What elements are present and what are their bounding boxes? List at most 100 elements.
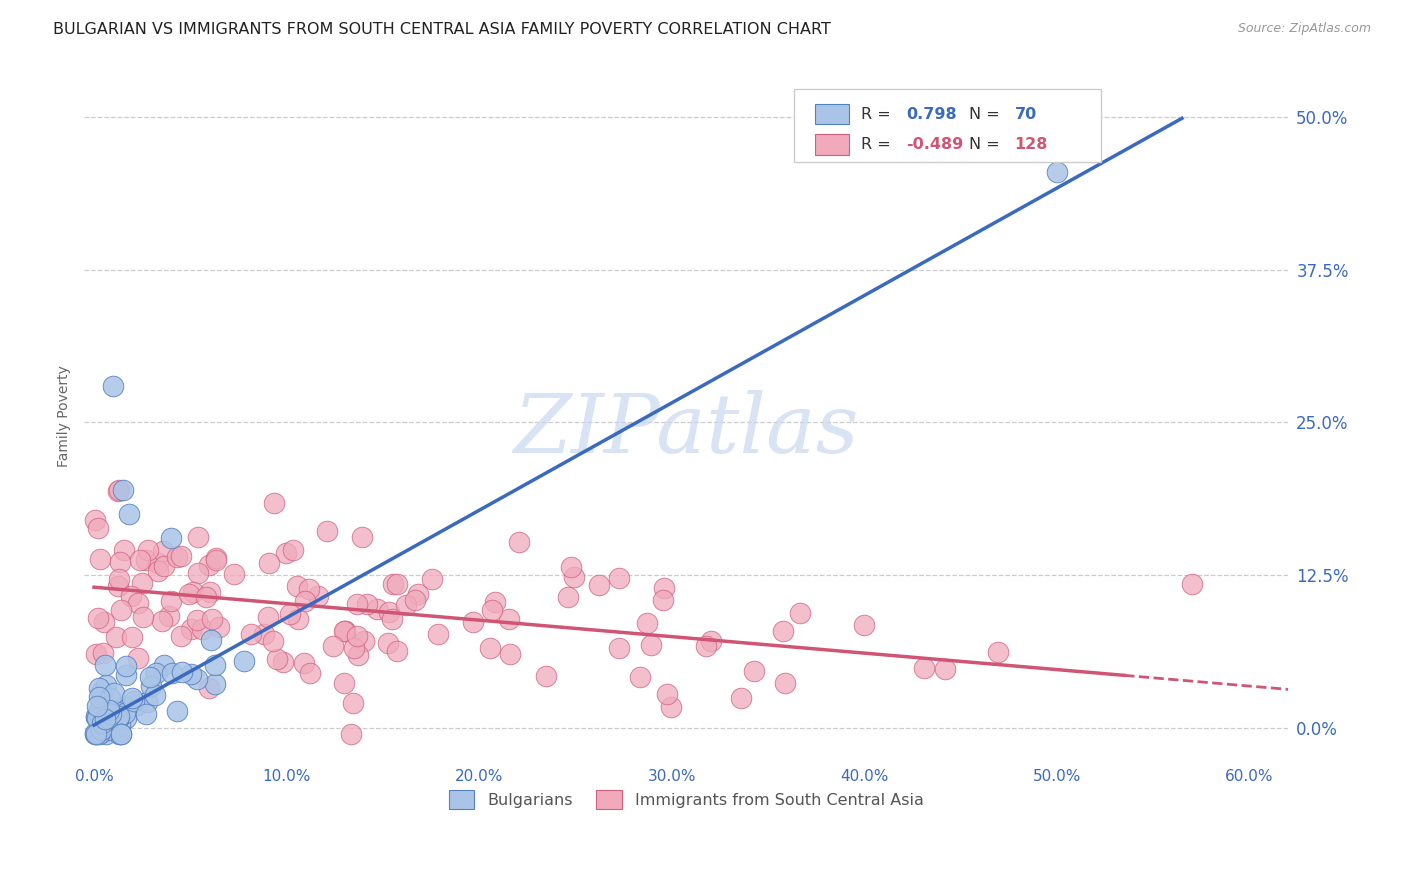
Point bbox=[352, 530, 374, 544]
Point bbox=[194, 591, 217, 605]
Point bbox=[157, 608, 180, 623]
Point bbox=[105, 630, 128, 644]
Point bbox=[426, 627, 449, 641]
Point bbox=[257, 556, 280, 570]
Point bbox=[934, 662, 956, 676]
Point bbox=[100, 707, 122, 722]
Point bbox=[307, 590, 329, 604]
Point bbox=[110, 603, 132, 617]
Point bbox=[94, 726, 117, 740]
Point bbox=[135, 553, 157, 567]
Point bbox=[655, 687, 678, 701]
Point bbox=[652, 593, 675, 607]
Text: ZIPatlas: ZIPatlas bbox=[513, 391, 859, 470]
Point bbox=[607, 640, 630, 655]
Point bbox=[172, 665, 194, 679]
Point bbox=[110, 726, 132, 740]
Point bbox=[166, 704, 188, 718]
Point bbox=[204, 658, 226, 673]
Point bbox=[197, 558, 219, 573]
Point bbox=[114, 659, 136, 673]
Point bbox=[114, 706, 136, 720]
Point bbox=[186, 613, 208, 627]
Point bbox=[98, 703, 121, 717]
Point bbox=[271, 655, 294, 669]
Point bbox=[772, 624, 794, 639]
Point bbox=[121, 630, 143, 644]
Point bbox=[699, 634, 721, 648]
Point bbox=[170, 629, 193, 643]
Point bbox=[404, 593, 426, 607]
Point bbox=[346, 629, 368, 643]
Point bbox=[562, 570, 585, 584]
Point bbox=[153, 558, 176, 573]
Point bbox=[86, 699, 108, 714]
Point bbox=[86, 705, 108, 719]
Point bbox=[912, 661, 935, 675]
Point bbox=[499, 647, 522, 661]
Point bbox=[190, 622, 212, 636]
Point bbox=[108, 718, 131, 732]
Point bbox=[87, 726, 110, 740]
Point bbox=[98, 691, 121, 706]
Text: BULGARIAN VS IMMIGRANTS FROM SOUTH CENTRAL ASIA FAMILY POVERTY CORRELATION CHART: BULGARIAN VS IMMIGRANTS FROM SOUTH CENTR… bbox=[53, 22, 831, 37]
Point bbox=[90, 712, 112, 726]
Point bbox=[481, 603, 503, 617]
Point bbox=[385, 644, 408, 658]
Point bbox=[103, 699, 125, 714]
Point bbox=[346, 598, 368, 612]
Point bbox=[103, 379, 125, 393]
Point bbox=[115, 711, 138, 725]
Point bbox=[118, 507, 141, 521]
Y-axis label: Family Poverty: Family Poverty bbox=[58, 366, 72, 467]
Point bbox=[83, 726, 105, 740]
Point bbox=[342, 640, 364, 655]
Point bbox=[120, 589, 142, 603]
Point bbox=[160, 532, 183, 546]
Point bbox=[115, 700, 138, 714]
Point bbox=[588, 578, 610, 592]
Point bbox=[636, 616, 658, 631]
Point bbox=[107, 579, 129, 593]
Point bbox=[91, 683, 114, 698]
Point bbox=[135, 706, 157, 721]
Point bbox=[607, 571, 630, 585]
Point bbox=[253, 627, 276, 641]
Point bbox=[695, 640, 717, 654]
Point bbox=[160, 594, 183, 608]
Point bbox=[208, 620, 231, 634]
Point bbox=[94, 657, 117, 672]
Point bbox=[107, 712, 129, 726]
Point bbox=[86, 647, 108, 661]
Point bbox=[89, 681, 111, 695]
Point bbox=[145, 665, 167, 680]
Point bbox=[287, 612, 309, 626]
Point bbox=[205, 551, 228, 566]
Point bbox=[110, 726, 132, 740]
Point bbox=[160, 665, 183, 680]
Point bbox=[987, 644, 1010, 658]
Point bbox=[356, 598, 378, 612]
Point bbox=[121, 691, 143, 706]
Point bbox=[461, 615, 484, 630]
Point bbox=[150, 614, 173, 628]
Point bbox=[560, 560, 582, 574]
Point bbox=[84, 709, 107, 723]
Point bbox=[262, 633, 284, 648]
Point bbox=[112, 542, 135, 557]
Point bbox=[342, 696, 364, 710]
Point bbox=[186, 672, 208, 686]
Point bbox=[628, 670, 651, 684]
Point bbox=[377, 636, 399, 650]
Point bbox=[131, 575, 153, 590]
Point bbox=[89, 551, 111, 566]
Point bbox=[87, 521, 110, 535]
Point bbox=[96, 723, 118, 737]
Point bbox=[148, 557, 170, 571]
Point bbox=[294, 594, 316, 608]
Point bbox=[263, 496, 285, 510]
Point bbox=[387, 577, 409, 591]
Point bbox=[138, 543, 160, 558]
Point bbox=[498, 612, 520, 626]
Point bbox=[180, 622, 202, 636]
